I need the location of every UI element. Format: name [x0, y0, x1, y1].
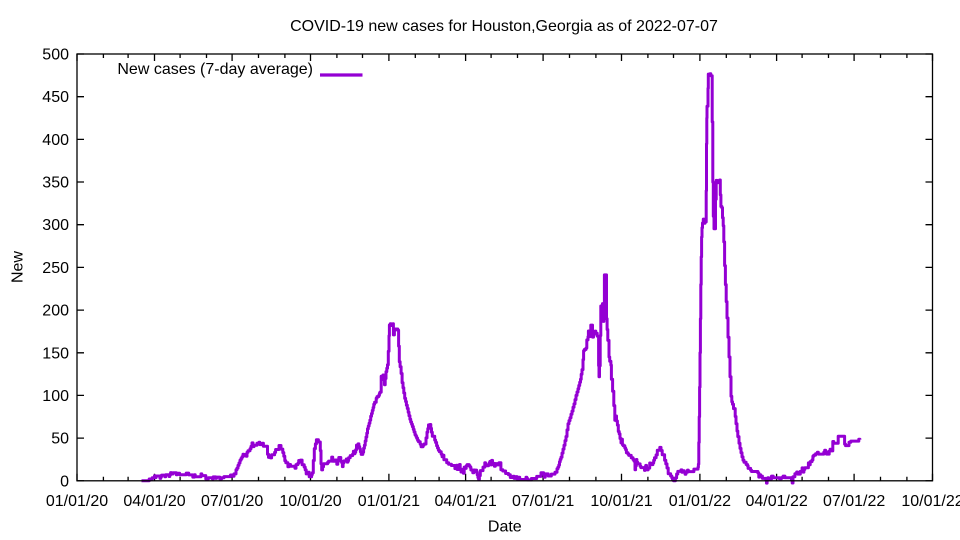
svg-text:New: New	[10, 251, 27, 283]
svg-text:200: 200	[42, 303, 69, 320]
svg-text:100: 100	[42, 388, 69, 405]
svg-text:150: 150	[42, 345, 69, 362]
svg-text:300: 300	[42, 217, 69, 234]
svg-text:04/01/21: 04/01/21	[434, 493, 496, 510]
svg-text:07/01/22: 07/01/22	[823, 493, 885, 510]
svg-text:07/01/21: 07/01/21	[512, 493, 574, 510]
svg-text:01/01/22: 01/01/22	[669, 493, 731, 510]
svg-text:01/01/20: 01/01/20	[46, 493, 108, 510]
svg-text:50: 50	[51, 431, 69, 448]
svg-text:350: 350	[42, 175, 69, 192]
svg-text:10/01/20: 10/01/20	[279, 493, 341, 510]
svg-text:10/01/22: 10/01/22	[901, 493, 960, 510]
svg-text:COVID-19 new cases for Houston: COVID-19 new cases for Houston,Georgia a…	[290, 18, 718, 35]
svg-text:500: 500	[42, 47, 69, 64]
svg-text:450: 450	[42, 89, 69, 106]
svg-text:01/01/21: 01/01/21	[358, 493, 420, 510]
svg-text:250: 250	[42, 260, 69, 277]
svg-text:Date: Date	[488, 519, 522, 536]
svg-text:04/01/20: 04/01/20	[123, 493, 185, 510]
svg-text:10/01/21: 10/01/21	[590, 493, 652, 510]
svg-text:New cases (7-day average): New cases (7-day average)	[117, 61, 313, 78]
svg-text:07/01/20: 07/01/20	[201, 493, 263, 510]
svg-text:0: 0	[60, 473, 69, 490]
svg-text:04/01/22: 04/01/22	[745, 493, 807, 510]
svg-text:400: 400	[42, 132, 69, 149]
